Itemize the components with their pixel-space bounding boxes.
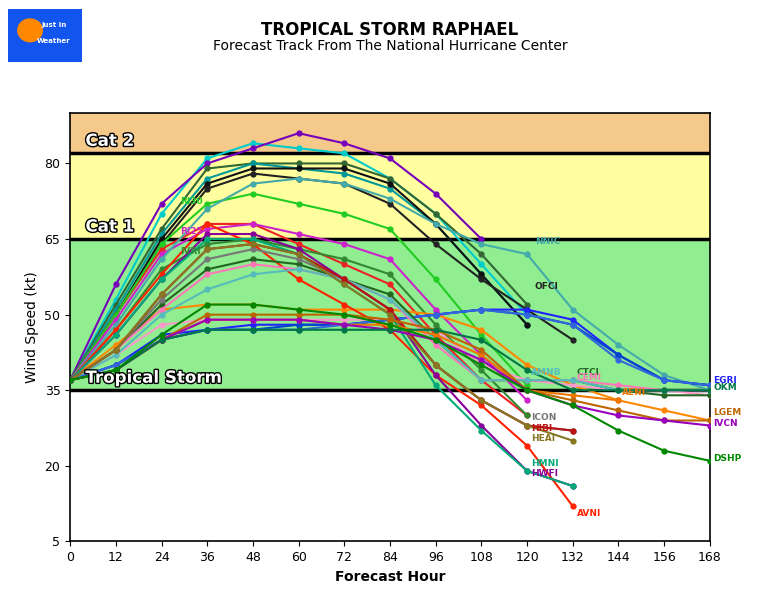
Text: Forecast Track From The National Hurricane Center: Forecast Track From The National Hurrica… — [213, 39, 567, 53]
Text: HMNI: HMNI — [531, 459, 558, 468]
Ellipse shape — [17, 18, 43, 42]
Bar — [70, 113, 710, 154]
Text: AVNI: AVNI — [576, 509, 601, 518]
Bar — [70, 154, 710, 239]
Text: HWFI: HWFI — [531, 469, 558, 478]
Text: RI25: RI25 — [181, 227, 204, 236]
Text: Just In: Just In — [41, 22, 66, 28]
Text: AMNB: AMNB — [531, 368, 562, 377]
X-axis label: Forecast Hour: Forecast Hour — [335, 570, 445, 584]
Text: NNIC: NNIC — [534, 237, 560, 246]
Text: OKM: OKM — [714, 383, 737, 392]
Y-axis label: Wind Speed (kt): Wind Speed (kt) — [25, 271, 39, 383]
Text: RI30: RI30 — [181, 197, 204, 206]
Text: IVCN: IVCN — [714, 418, 738, 428]
Text: TROPICAL STORM RAPHAEL: TROPICAL STORM RAPHAEL — [261, 21, 519, 39]
Text: AENI: AENI — [622, 389, 647, 397]
Bar — [70, 239, 710, 390]
Text: OFCI: OFCI — [534, 283, 558, 292]
Bar — [70, 390, 710, 541]
Text: Tropical Storm: Tropical Storm — [86, 369, 222, 387]
Text: HIBI: HIBI — [531, 424, 552, 433]
Text: Weather: Weather — [37, 38, 70, 44]
Text: DSHP: DSHP — [714, 454, 742, 463]
Text: IVRI: IVRI — [181, 247, 201, 256]
Text: LGEM: LGEM — [714, 408, 742, 418]
FancyBboxPatch shape — [4, 6, 86, 65]
Text: Cat 2: Cat 2 — [86, 132, 134, 150]
Text: EGRI: EGRI — [714, 375, 737, 385]
Text: CEMI: CEMI — [576, 373, 601, 382]
Text: HEAI: HEAI — [531, 434, 555, 443]
Text: ICON: ICON — [531, 414, 556, 422]
Text: CTCI: CTCI — [576, 368, 599, 377]
Text: Cat 1: Cat 1 — [86, 218, 134, 236]
